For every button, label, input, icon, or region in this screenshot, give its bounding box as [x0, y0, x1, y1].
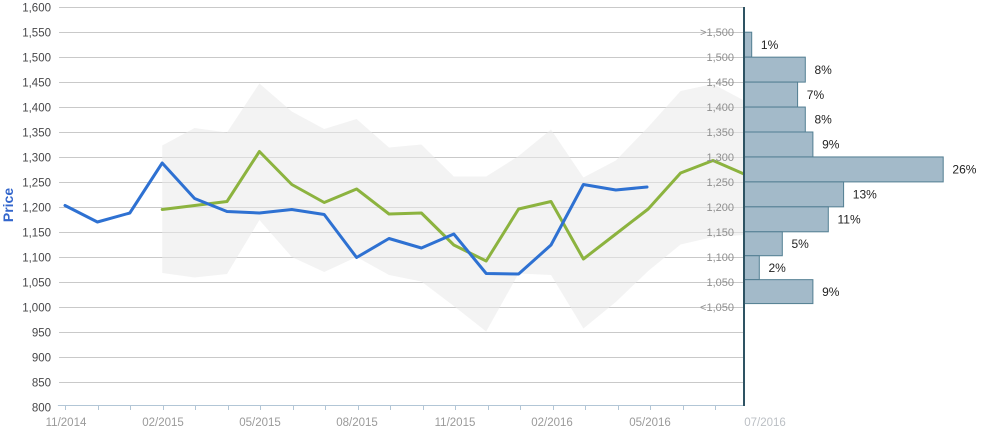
svg-text:13%: 13% [853, 188, 877, 202]
svg-text:1,450: 1,450 [22, 78, 51, 90]
svg-text:7%: 7% [807, 88, 825, 102]
svg-text:05/2015: 05/2015 [239, 417, 281, 429]
svg-text:02/2016: 02/2016 [531, 417, 573, 429]
svg-text:08/2015: 08/2015 [336, 417, 378, 429]
svg-text:1,350: 1,350 [22, 128, 51, 140]
svg-text:1,600: 1,600 [22, 3, 51, 15]
svg-text:8%: 8% [815, 63, 833, 77]
svg-text:900: 900 [32, 353, 51, 365]
svg-text:1,450: 1,450 [706, 77, 734, 89]
svg-text:05/2016: 05/2016 [629, 417, 671, 429]
svg-text:1,300: 1,300 [706, 152, 734, 164]
svg-text:1,200: 1,200 [22, 203, 51, 215]
svg-text:1,100: 1,100 [22, 253, 51, 265]
svg-text:1,500: 1,500 [22, 53, 51, 65]
svg-text:1,050: 1,050 [22, 278, 51, 290]
svg-text:26%: 26% [952, 163, 976, 177]
svg-text:8%: 8% [815, 113, 833, 127]
svg-text:2%: 2% [769, 261, 787, 275]
svg-text:9%: 9% [822, 285, 840, 299]
svg-text:1,000: 1,000 [22, 303, 51, 315]
svg-text:02/2015: 02/2015 [142, 417, 184, 429]
svg-text:1,100: 1,100 [706, 252, 734, 264]
svg-text:07/2016: 07/2016 [744, 417, 786, 429]
svg-text:1,400: 1,400 [706, 102, 734, 114]
svg-text:850: 850 [32, 378, 51, 390]
svg-text:11/2014: 11/2014 [46, 417, 87, 429]
svg-text:1,050: 1,050 [706, 277, 734, 289]
svg-text:1,250: 1,250 [22, 178, 51, 190]
svg-text:1,200: 1,200 [706, 202, 734, 214]
svg-text:1,150: 1,150 [22, 228, 51, 240]
svg-text:9%: 9% [822, 138, 840, 152]
svg-text:<1,050: <1,050 [700, 302, 734, 314]
svg-text:1,250: 1,250 [706, 177, 734, 189]
svg-text:800: 800 [32, 403, 51, 415]
svg-text:1,500: 1,500 [706, 52, 734, 64]
svg-text:1,550: 1,550 [22, 28, 51, 40]
svg-text:1,400: 1,400 [22, 103, 51, 115]
svg-text:11%: 11% [838, 213, 861, 227]
svg-text:>1,500: >1,500 [700, 27, 734, 39]
svg-text:1,350: 1,350 [706, 127, 734, 139]
svg-text:950: 950 [32, 328, 51, 340]
svg-text:11/2015: 11/2015 [435, 417, 476, 429]
svg-text:5%: 5% [792, 237, 810, 251]
svg-text:1%: 1% [761, 38, 779, 52]
svg-text:1,300: 1,300 [22, 153, 51, 165]
svg-text:1,150: 1,150 [706, 227, 734, 239]
svg-text:Price: Price [0, 188, 16, 222]
